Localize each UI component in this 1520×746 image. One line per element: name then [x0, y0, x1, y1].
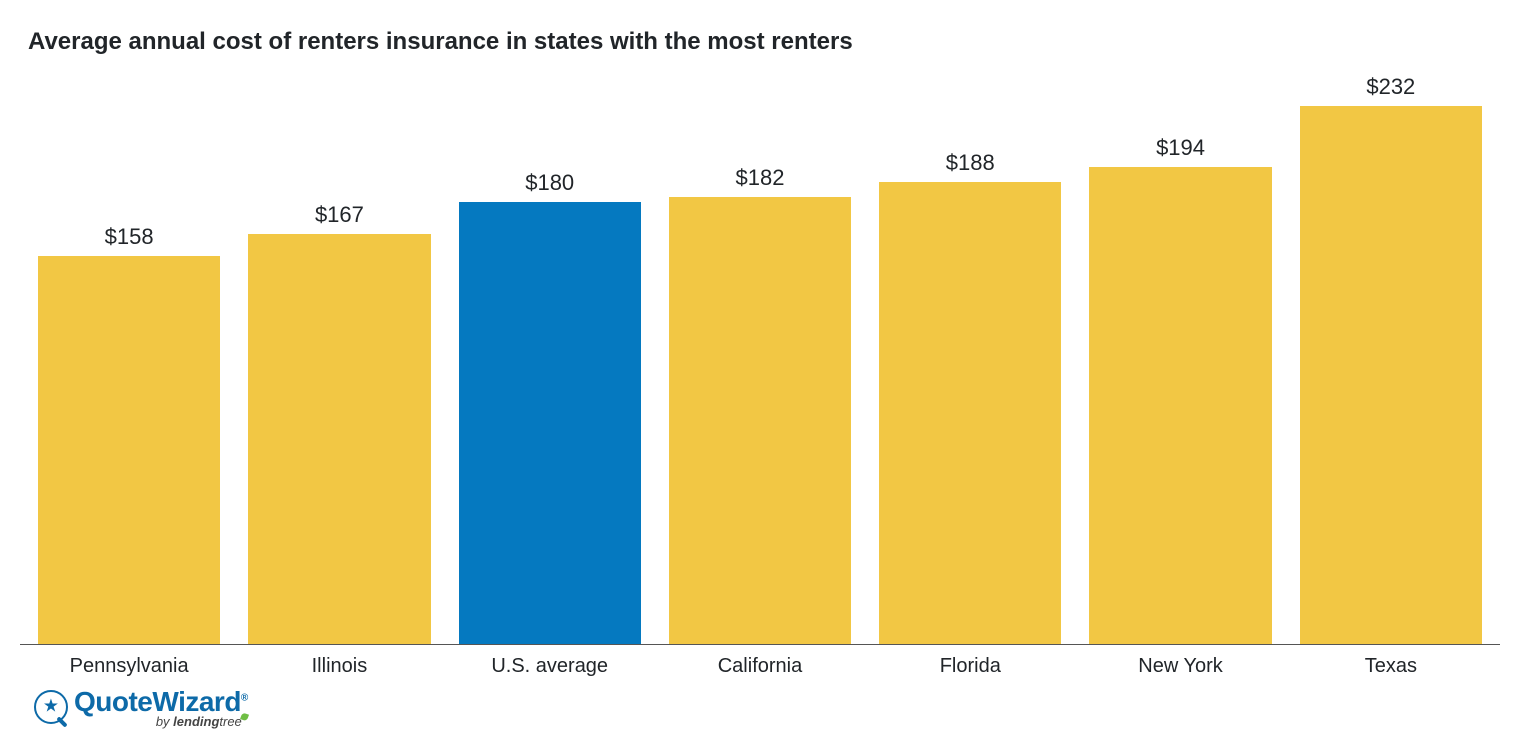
x-axis-label: Florida — [865, 655, 1075, 678]
bar-group: $182 — [655, 74, 865, 644]
brand-name: QuoteWizard® — [74, 688, 248, 716]
bar-group: $188 — [865, 74, 1075, 644]
bar-value-label: $232 — [1366, 74, 1415, 100]
x-axis-label: New York — [1075, 655, 1285, 678]
chart-title: Average annual cost of renters insurance… — [20, 28, 1500, 56]
bar-value-label: $158 — [105, 224, 154, 250]
byline-prefix: by — [156, 714, 173, 729]
bar-value-label: $194 — [1156, 135, 1205, 161]
byline-bold: lending — [173, 714, 219, 729]
bar-value-label: $167 — [315, 202, 364, 228]
x-axis-label: Illinois — [234, 655, 444, 678]
bar-group: $158 — [24, 74, 234, 644]
bar — [1089, 167, 1271, 644]
plot-area: $158 $167 $180 $182 $188 $194 $232 — [20, 74, 1500, 645]
bar-group: $232 — [1286, 74, 1496, 644]
brand-name-text: QuoteWizard — [74, 686, 241, 717]
bar — [248, 234, 430, 644]
bar-group: $194 — [1075, 74, 1285, 644]
bar-value-label: $188 — [946, 150, 995, 176]
bar — [669, 197, 851, 644]
bar — [1300, 106, 1482, 644]
x-axis-labels: PennsylvaniaIllinoisU.S. averageCaliforn… — [20, 645, 1500, 678]
x-axis-label: Pennsylvania — [24, 655, 234, 678]
bar-group: $167 — [234, 74, 444, 644]
brand-byline: by lendingtree — [156, 714, 246, 729]
x-axis-label: U.S. average — [445, 655, 655, 678]
quotewizard-icon — [34, 690, 68, 724]
branding-footer: QuoteWizard® by lendingtree — [20, 688, 1500, 746]
bar-group: $180 — [445, 74, 655, 644]
bar — [459, 202, 641, 644]
branding-text: QuoteWizard® by lendingtree — [74, 688, 248, 729]
x-axis-label: California — [655, 655, 865, 678]
registered-mark: ® — [241, 693, 248, 704]
bar — [879, 182, 1061, 644]
x-axis-label: Texas — [1286, 655, 1496, 678]
bar — [38, 256, 220, 644]
bar-value-label: $180 — [525, 170, 574, 196]
chart-container: Average annual cost of renters insurance… — [0, 0, 1520, 746]
bar-value-label: $182 — [736, 165, 785, 191]
byline-light: tree — [219, 714, 241, 729]
